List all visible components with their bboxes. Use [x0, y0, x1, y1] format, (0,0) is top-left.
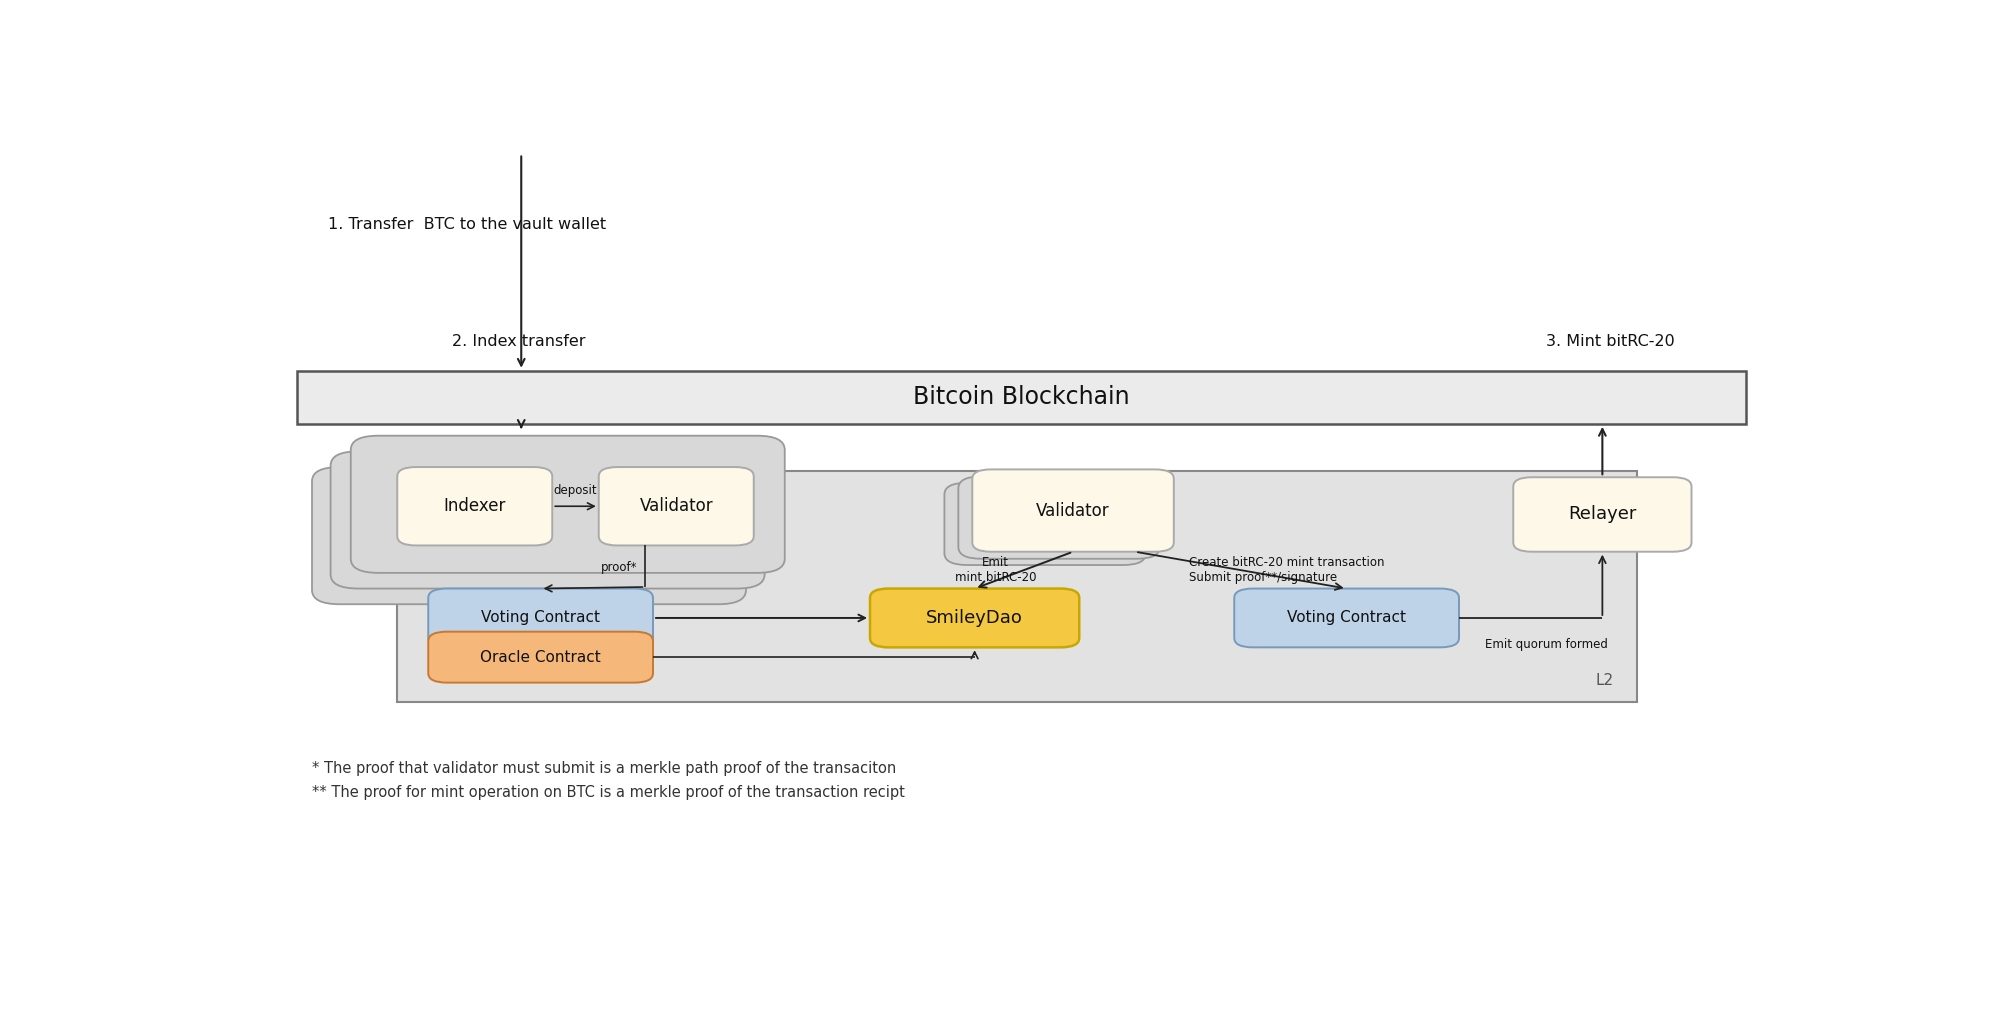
Text: * The proof that validator must submit is a merkle path proof of the transaciton: * The proof that validator must submit i… [312, 761, 896, 777]
Text: 3. Mint bitRC-20: 3. Mint bitRC-20 [1546, 334, 1674, 349]
FancyBboxPatch shape [958, 476, 1160, 559]
Text: Voting Contract: Voting Contract [1288, 611, 1406, 625]
Text: ** The proof for mint operation on BTC is a merkle proof of the transaction reci: ** The proof for mint operation on BTC i… [312, 785, 904, 800]
Text: Validator: Validator [1036, 502, 1110, 519]
Text: 2. Index transfer: 2. Index transfer [452, 334, 584, 349]
FancyBboxPatch shape [1234, 588, 1460, 647]
FancyBboxPatch shape [870, 588, 1080, 647]
FancyBboxPatch shape [428, 588, 652, 647]
Bar [296, 371, 1746, 423]
Text: Indexer: Indexer [444, 497, 506, 515]
Text: L2: L2 [1596, 673, 1614, 688]
FancyBboxPatch shape [944, 483, 1146, 565]
Text: SmileyDao: SmileyDao [926, 609, 1024, 627]
FancyBboxPatch shape [428, 631, 652, 683]
FancyBboxPatch shape [398, 467, 552, 546]
Text: Create bitRC-20 mint transaction
Submit proof**/signature: Create bitRC-20 mint transaction Submit … [1190, 556, 1384, 584]
FancyBboxPatch shape [1514, 477, 1692, 552]
FancyBboxPatch shape [330, 451, 764, 588]
Bar [398, 471, 1638, 702]
Text: Voting Contract: Voting Contract [482, 611, 600, 625]
Text: 1. Transfer  BTC to the vault wallet: 1. Transfer BTC to the vault wallet [328, 217, 606, 231]
FancyBboxPatch shape [972, 469, 1174, 552]
Text: Relayer: Relayer [1568, 506, 1636, 523]
Text: deposit: deposit [554, 484, 598, 497]
FancyBboxPatch shape [350, 436, 784, 573]
FancyBboxPatch shape [312, 467, 746, 605]
Text: proof*: proof* [600, 561, 638, 573]
Text: Emit
mint bitRC-20: Emit mint bitRC-20 [954, 556, 1036, 584]
Text: Bitcoin Blockchain: Bitcoin Blockchain [912, 385, 1130, 409]
Text: Validator: Validator [640, 497, 714, 515]
Text: Emit quorum formed: Emit quorum formed [1484, 637, 1608, 651]
Text: Oracle Contract: Oracle Contract [480, 649, 600, 665]
FancyBboxPatch shape [598, 467, 754, 546]
